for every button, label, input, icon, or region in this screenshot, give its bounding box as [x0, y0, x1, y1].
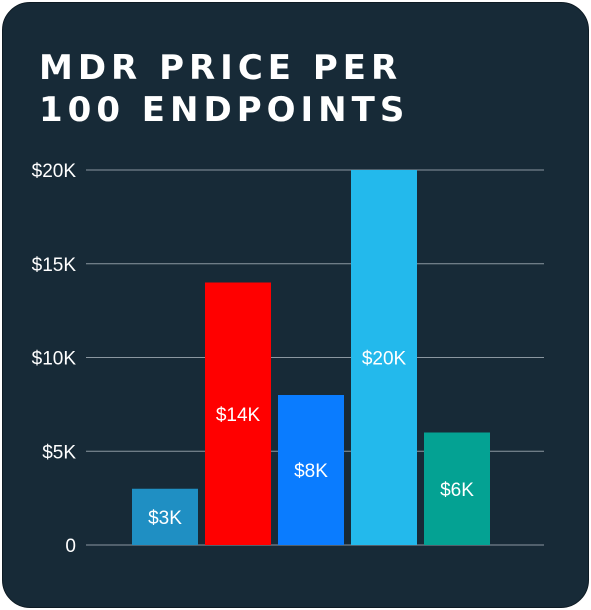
chart-title-line-1: MDR PRICE PER [39, 48, 403, 88]
bar-data-labels: $3K $14K $8K $20K $6K [148, 349, 474, 529]
y-tick-label: $5K [42, 442, 76, 463]
chart-title: MDR PRICE PER 100 ENDPOINTS [39, 47, 409, 131]
bar-data-label: $3K [148, 508, 182, 529]
bar [205, 282, 271, 545]
bar-data-label: $20K [362, 349, 407, 370]
bar [278, 395, 344, 545]
y-axis-tick-labels: 0 $5K $10K $15K $20K [32, 161, 77, 557]
bar [351, 170, 417, 545]
bar-data-label: $14K [216, 405, 261, 426]
bar-data-label: $6K [440, 480, 474, 501]
chart-title-line-2: 100 ENDPOINTS [39, 90, 410, 130]
y-tick-label: $20K [32, 161, 77, 182]
y-tick-label: $15K [32, 255, 77, 276]
y-tick-label: 0 [65, 536, 76, 557]
bar [132, 488, 198, 545]
bar [424, 432, 490, 545]
bars [132, 170, 490, 545]
y-tick-label: $10K [32, 349, 77, 370]
bar-data-label: $8K [294, 461, 328, 482]
